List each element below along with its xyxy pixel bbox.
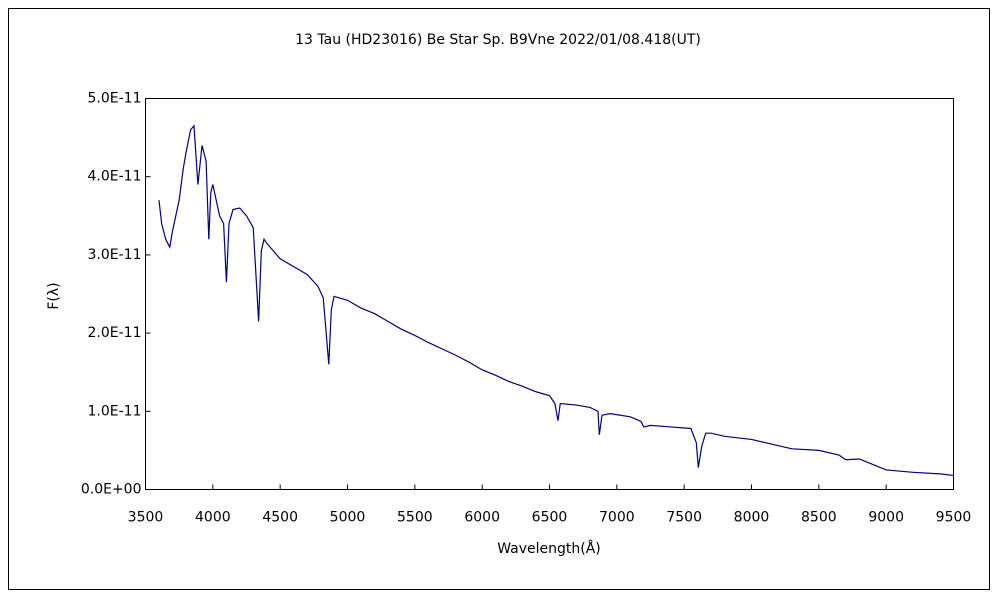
y-tick-label: 1.0E-11 [88, 403, 142, 419]
x-tick-label: 6000 [464, 510, 500, 526]
x-tick-label: 7000 [599, 510, 635, 526]
y-tick-label: 0.0E+00 [81, 482, 142, 498]
y-tick-label: 3.0E-11 [88, 247, 142, 263]
x-tick-label: 3500 [128, 510, 164, 526]
chart-title: 13 Tau (HD23016) Be Star Sp. B9Vne 2022/… [295, 32, 701, 48]
plot-area [145, 98, 954, 490]
x-tick-label: 5500 [397, 510, 433, 526]
y-axis-label: F(λ) [46, 282, 62, 309]
y-tick-label: 4.0E-11 [88, 169, 142, 185]
x-tick-label: 9000 [868, 510, 904, 526]
x-tick-label: 8500 [801, 510, 837, 526]
spectrum-line [158, 124, 954, 477]
x-tick-label: 8000 [734, 510, 770, 526]
x-tick-label: 5000 [330, 510, 366, 526]
y-tick-label: 5.0E-11 [88, 91, 142, 107]
x-tick-label: 4000 [195, 510, 231, 526]
x-tick-label: 9500 [936, 510, 972, 526]
x-axis-label: Wavelength(Å) [497, 540, 601, 557]
x-tick-label: 4500 [262, 510, 298, 526]
x-tick-label: 7500 [666, 510, 702, 526]
x-tick-label: 6500 [532, 510, 568, 526]
y-tick-label: 2.0E-11 [88, 325, 142, 341]
